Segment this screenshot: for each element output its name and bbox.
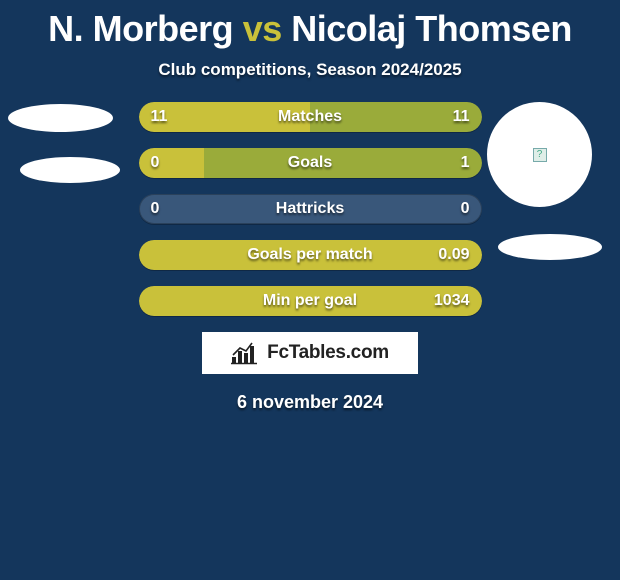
stat-row: Min per goal 1034 [139,286,482,316]
bar-fill-right [204,148,482,178]
stat-value-right: 11 [453,108,470,126]
image-placeholder-icon: ? [533,148,547,162]
stat-value-right: 0 [461,200,470,218]
player-a-name: N. Morberg [48,8,233,49]
stat-value-left: 11 [151,108,168,126]
stat-row: Hattricks 0 0 [139,194,482,224]
comparison-stage: ? Matches 11 11 Goals 0 1 Hattricks 0 0 Goals per… [0,102,620,316]
player-b-name: Nicolaj Thomsen [291,8,572,49]
stat-label: Hattricks [276,200,344,218]
bar-fill-left [139,148,204,178]
stat-label: Goals per match [247,246,372,264]
stat-bars: Matches 11 11 Goals 0 1 Hattricks 0 0 Goals per m… [139,102,482,316]
player-b-avatar: ? [487,102,592,207]
player-a-shadow-ellipse-2 [20,157,120,183]
stat-value-right: 0.09 [438,246,469,264]
stat-label: Goals [288,154,332,172]
page-title: N. Morberg vs Nicolaj Thomsen [0,0,620,50]
brand-text: FcTables.com [267,342,389,364]
stat-label: Matches [278,108,342,126]
stat-label: Min per goal [263,292,357,310]
player-b-shadow-ellipse [498,234,602,260]
player-a-shadow-ellipse-1 [8,104,113,132]
stat-row: Goals 0 1 [139,148,482,178]
brand-bars-icon [231,341,261,365]
stat-row: Matches 11 11 [139,102,482,132]
subtitle: Club competitions, Season 2024/2025 [0,60,620,80]
brand-badge: FcTables.com [202,332,418,374]
vs-word: vs [243,8,282,49]
stat-value-left: 0 [151,154,160,172]
stat-value-right: 1 [461,154,470,172]
stat-value-left: 0 [151,200,160,218]
footer-date: 6 november 2024 [0,392,620,413]
stat-row: Goals per match 0.09 [139,240,482,270]
stat-value-right: 1034 [434,292,470,310]
